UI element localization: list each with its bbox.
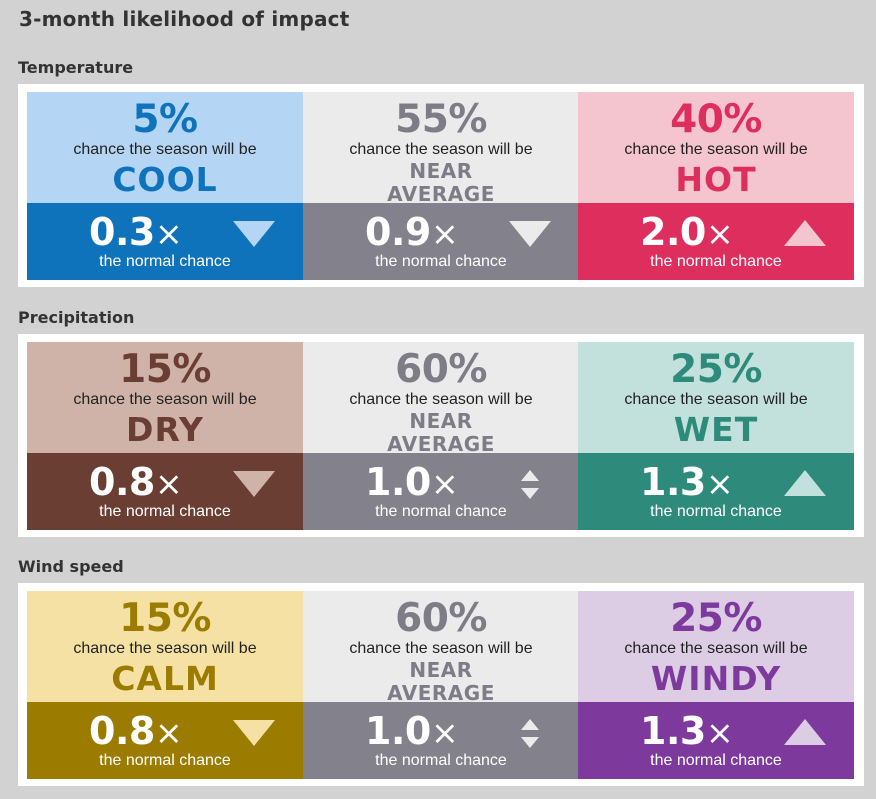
probability-percent: 25%	[670, 347, 762, 392]
normal-chance-label: the normal chance	[375, 503, 507, 520]
outcome-probability-panel: 25% chance the season will be WET	[578, 342, 854, 453]
outcome-probability-panel: 55% chance the season will be NEAR AVERAGE	[303, 92, 579, 206]
outcome-probability-panel: 25% chance the season will be WINDY	[578, 591, 854, 702]
multiplier-value: 0.9	[365, 210, 431, 254]
times-symbol: ×	[706, 214, 734, 253]
outcome-probability-panel: 60% chance the season will be NEAR AVERAGE	[303, 591, 579, 705]
times-symbol: ×	[431, 214, 459, 253]
times-symbol: ×	[155, 214, 183, 253]
multiplier-value: 1.3	[640, 709, 706, 753]
relative-chance-panel: 1.0 × the normal chance	[303, 453, 579, 530]
section-panel-precipitation: 15% chance the season will be DRY 0.8 × the n…	[18, 334, 864, 537]
outcome-category: NEAR AVERAGE	[387, 658, 495, 705]
probability-percent: 60%	[395, 347, 487, 392]
times-symbol: ×	[155, 464, 183, 503]
outcome-card-hot: 40% chance the season will be HOT 2.0 × the n…	[578, 92, 854, 280]
multiplier-value: 0.8	[89, 709, 155, 753]
relative-chance-panel: 1.3 × the normal chance	[578, 453, 854, 530]
probability-percent: 5%	[132, 97, 198, 142]
outcome-card-near-average: 55% chance the season will be NEAR AVERAGE…	[303, 92, 579, 280]
relative-chance-panel: 1.0 × the normal chance	[303, 702, 579, 779]
arrow-up-icon	[784, 470, 826, 496]
outcome-card-cool: 5% chance the season will be COOL 0.3 × the n…	[27, 92, 303, 280]
probability-percent: 25%	[670, 596, 762, 641]
outcome-category: WINDY	[650, 659, 782, 698]
multiplier-value: 1.3	[640, 460, 706, 504]
outcome-category: CALM	[111, 659, 219, 698]
outcome-probability-panel: 40% chance the season will be HOT	[578, 92, 854, 203]
multiplier-value: 1.0	[365, 460, 431, 504]
chance-phrase: chance the season will be	[349, 640, 533, 657]
arrow-up-icon	[784, 719, 826, 745]
times-symbol: ×	[431, 713, 459, 752]
normal-chance-label: the normal chance	[375, 253, 507, 270]
normal-chance-label: the normal chance	[650, 253, 782, 270]
multiplier-value: 1.0	[365, 709, 431, 753]
chance-phrase: chance the season will be	[349, 391, 533, 408]
outcome-probability-panel: 60% chance the season will be NEAR AVERAGE	[303, 342, 579, 456]
outcome-category: HOT	[675, 160, 757, 199]
arrow-down-icon	[233, 720, 275, 746]
outcome-card-windy: 25% chance the season will be WINDY 1.3 × the…	[578, 591, 854, 779]
outcome-category: COOL	[112, 160, 218, 199]
outcome-probability-panel: 15% chance the season will be CALM	[27, 591, 303, 702]
normal-chance-label: the normal chance	[99, 503, 231, 520]
relative-chance-panel: 2.0 × the normal chance	[578, 203, 854, 280]
outcome-card-wet: 25% chance the season will be WET 1.3 × the n…	[578, 342, 854, 530]
chance-phrase: chance the season will be	[624, 391, 808, 408]
outcome-category: WET	[673, 410, 759, 449]
chance-phrase: chance the season will be	[73, 141, 257, 158]
probability-percent: 55%	[395, 97, 487, 142]
normal-chance-label: the normal chance	[375, 752, 507, 769]
up-down-arrows-icon	[520, 719, 540, 749]
chance-phrase: chance the season will be	[624, 640, 808, 657]
outcome-card-calm: 15% chance the season will be CALM 0.8 × the …	[27, 591, 303, 779]
outcome-card-dry: 15% chance the season will be DRY 0.8 × the n…	[27, 342, 303, 530]
relative-chance-panel: 1.3 × the normal chance	[578, 702, 854, 779]
arrow-up-icon	[784, 220, 826, 246]
relative-chance-panel: 0.3 × the normal chance	[27, 203, 303, 280]
relative-chance-panel: 0.9 × the normal chance	[303, 203, 579, 280]
probability-percent: 15%	[119, 596, 211, 641]
section-title-precipitation: Precipitation	[18, 308, 135, 327]
outcome-category: NEAR AVERAGE	[387, 409, 495, 456]
outcome-probability-panel: 5% chance the season will be COOL	[27, 92, 303, 203]
outcome-category: NEAR AVERAGE	[387, 159, 495, 206]
arrow-down-icon	[233, 471, 275, 497]
probability-percent: 40%	[670, 97, 762, 142]
normal-chance-label: the normal chance	[99, 253, 231, 270]
times-symbol: ×	[706, 713, 734, 752]
section-panel-wind-speed: 15% chance the season will be CALM 0.8 × the …	[18, 583, 864, 786]
outcome-category: DRY	[126, 410, 204, 449]
relative-chance-panel: 0.8 × the normal chance	[27, 453, 303, 530]
chance-phrase: chance the season will be	[349, 141, 533, 158]
normal-chance-label: the normal chance	[650, 752, 782, 769]
multiplier-value: 0.8	[89, 460, 155, 504]
normal-chance-label: the normal chance	[99, 752, 231, 769]
chance-phrase: chance the season will be	[624, 141, 808, 158]
times-symbol: ×	[431, 464, 459, 503]
multiplier-value: 2.0	[640, 210, 706, 254]
probability-percent: 60%	[395, 596, 487, 641]
arrow-down-icon	[509, 221, 551, 247]
relative-chance-panel: 0.8 × the normal chance	[27, 702, 303, 779]
section-title-temperature: Temperature	[18, 58, 134, 77]
times-symbol: ×	[706, 464, 734, 503]
outcome-probability-panel: 15% chance the season will be DRY	[27, 342, 303, 453]
section-panel-temperature: 5% chance the season will be COOL 0.3 × the n…	[18, 84, 864, 287]
multiplier-value: 0.3	[89, 210, 155, 254]
chance-phrase: chance the season will be	[73, 640, 257, 657]
section-title-wind-speed: Wind speed	[18, 557, 124, 576]
outcome-card-near-average: 60% chance the season will be NEAR AVERAGE…	[303, 591, 579, 779]
normal-chance-label: the normal chance	[650, 503, 782, 520]
probability-percent: 15%	[119, 347, 211, 392]
chance-phrase: chance the season will be	[73, 391, 257, 408]
up-down-arrows-icon	[520, 470, 540, 500]
times-symbol: ×	[155, 713, 183, 752]
page-title: 3-month likelihood of impact	[19, 7, 350, 31]
outcome-card-near-average: 60% chance the season will be NEAR AVERAGE…	[303, 342, 579, 530]
arrow-down-icon	[233, 221, 275, 247]
